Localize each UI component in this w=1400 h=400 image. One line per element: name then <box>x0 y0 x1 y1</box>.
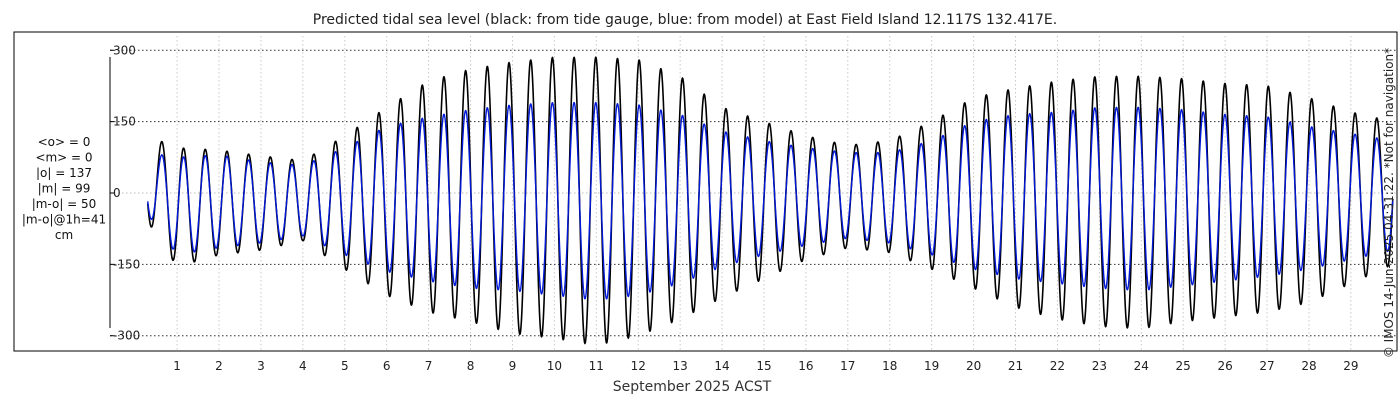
y-tick-label: 150 <box>113 115 136 129</box>
x-tick-label: 5 <box>341 359 349 373</box>
x-tick-label: 1 <box>173 359 181 373</box>
y-tick-label: -300 <box>113 329 140 343</box>
stats-line: |m-o|@1h=41 <box>22 213 106 227</box>
x-tick-label: 8 <box>467 359 475 373</box>
x-tick-label: 2 <box>215 359 223 373</box>
x-tick-label: 11 <box>589 359 604 373</box>
chart-title: Predicted tidal sea level (black: from t… <box>313 12 1057 28</box>
x-tick-label: 27 <box>1259 359 1274 373</box>
figure-frame <box>13 31 1398 352</box>
x-tick-label: 6 <box>383 359 391 373</box>
x-tick-label: 10 <box>547 359 562 373</box>
x-tick-label: 22 <box>1050 359 1065 373</box>
stats-line: cm <box>55 228 73 242</box>
series-layer <box>146 56 1394 345</box>
x-tick-label: 28 <box>1301 359 1316 373</box>
y-gridlines <box>110 49 1397 337</box>
x-tick-label: 26 <box>1217 359 1232 373</box>
stats-line: <m> = 0 <box>35 151 92 165</box>
x-tick-label: 29 <box>1343 359 1358 373</box>
model-series-line <box>147 101 1394 300</box>
x-tick-label: 25 <box>1176 359 1191 373</box>
x-tick-label: 23 <box>1092 359 1107 373</box>
x-tick-label: 12 <box>631 359 646 373</box>
x-tick-label: 17 <box>840 359 855 373</box>
x-tick-label: 9 <box>509 359 517 373</box>
x-tick-label: 15 <box>756 359 771 373</box>
x-tick-label: 18 <box>882 359 897 373</box>
stats-line: |m-o| = 50 <box>32 197 97 211</box>
x-tick-label: 3 <box>257 359 265 373</box>
x-tick-label: 16 <box>798 359 813 373</box>
x-tick-label: 20 <box>966 359 981 373</box>
y-tick-label: -150 <box>113 257 140 271</box>
x-tick-label: 19 <box>924 359 939 373</box>
y-tick-label: 300 <box>113 43 136 57</box>
stats-line: |m| = 99 <box>38 182 91 196</box>
x-axis-ticks: 1 2 3 4 5 6 7 8 9 10 11 12 13 14 15 16 17 18 19 20 21 22 23 24 2… <box>173 359 1358 373</box>
stats-line: |o| = 137 <box>36 166 92 180</box>
stats-block: <o> = 0 <m> = 0|o| = 137 |m| = 99|m-o| = 5… <box>22 135 106 242</box>
tide-gauge-series-line <box>146 56 1394 345</box>
x-tick-label: 24 <box>1134 359 1149 373</box>
x-tick-label: 21 <box>1008 359 1023 373</box>
x-tick-label: 14 <box>714 359 729 373</box>
x-tick-label: 4 <box>299 359 307 373</box>
x-tick-label: 13 <box>672 359 687 373</box>
x-axis-label: September 2025 ACST <box>613 379 772 395</box>
credit-text: © IMOS 14-Jun-2025 04:31:22. *Not for na… <box>1382 48 1396 358</box>
y-tick-label: 0 <box>113 186 121 200</box>
stats-line: <o> = 0 <box>38 135 91 149</box>
y-axis-ticks: -300 -150 0 150 300 <box>110 43 140 343</box>
x-tick-label: 7 <box>425 359 433 373</box>
